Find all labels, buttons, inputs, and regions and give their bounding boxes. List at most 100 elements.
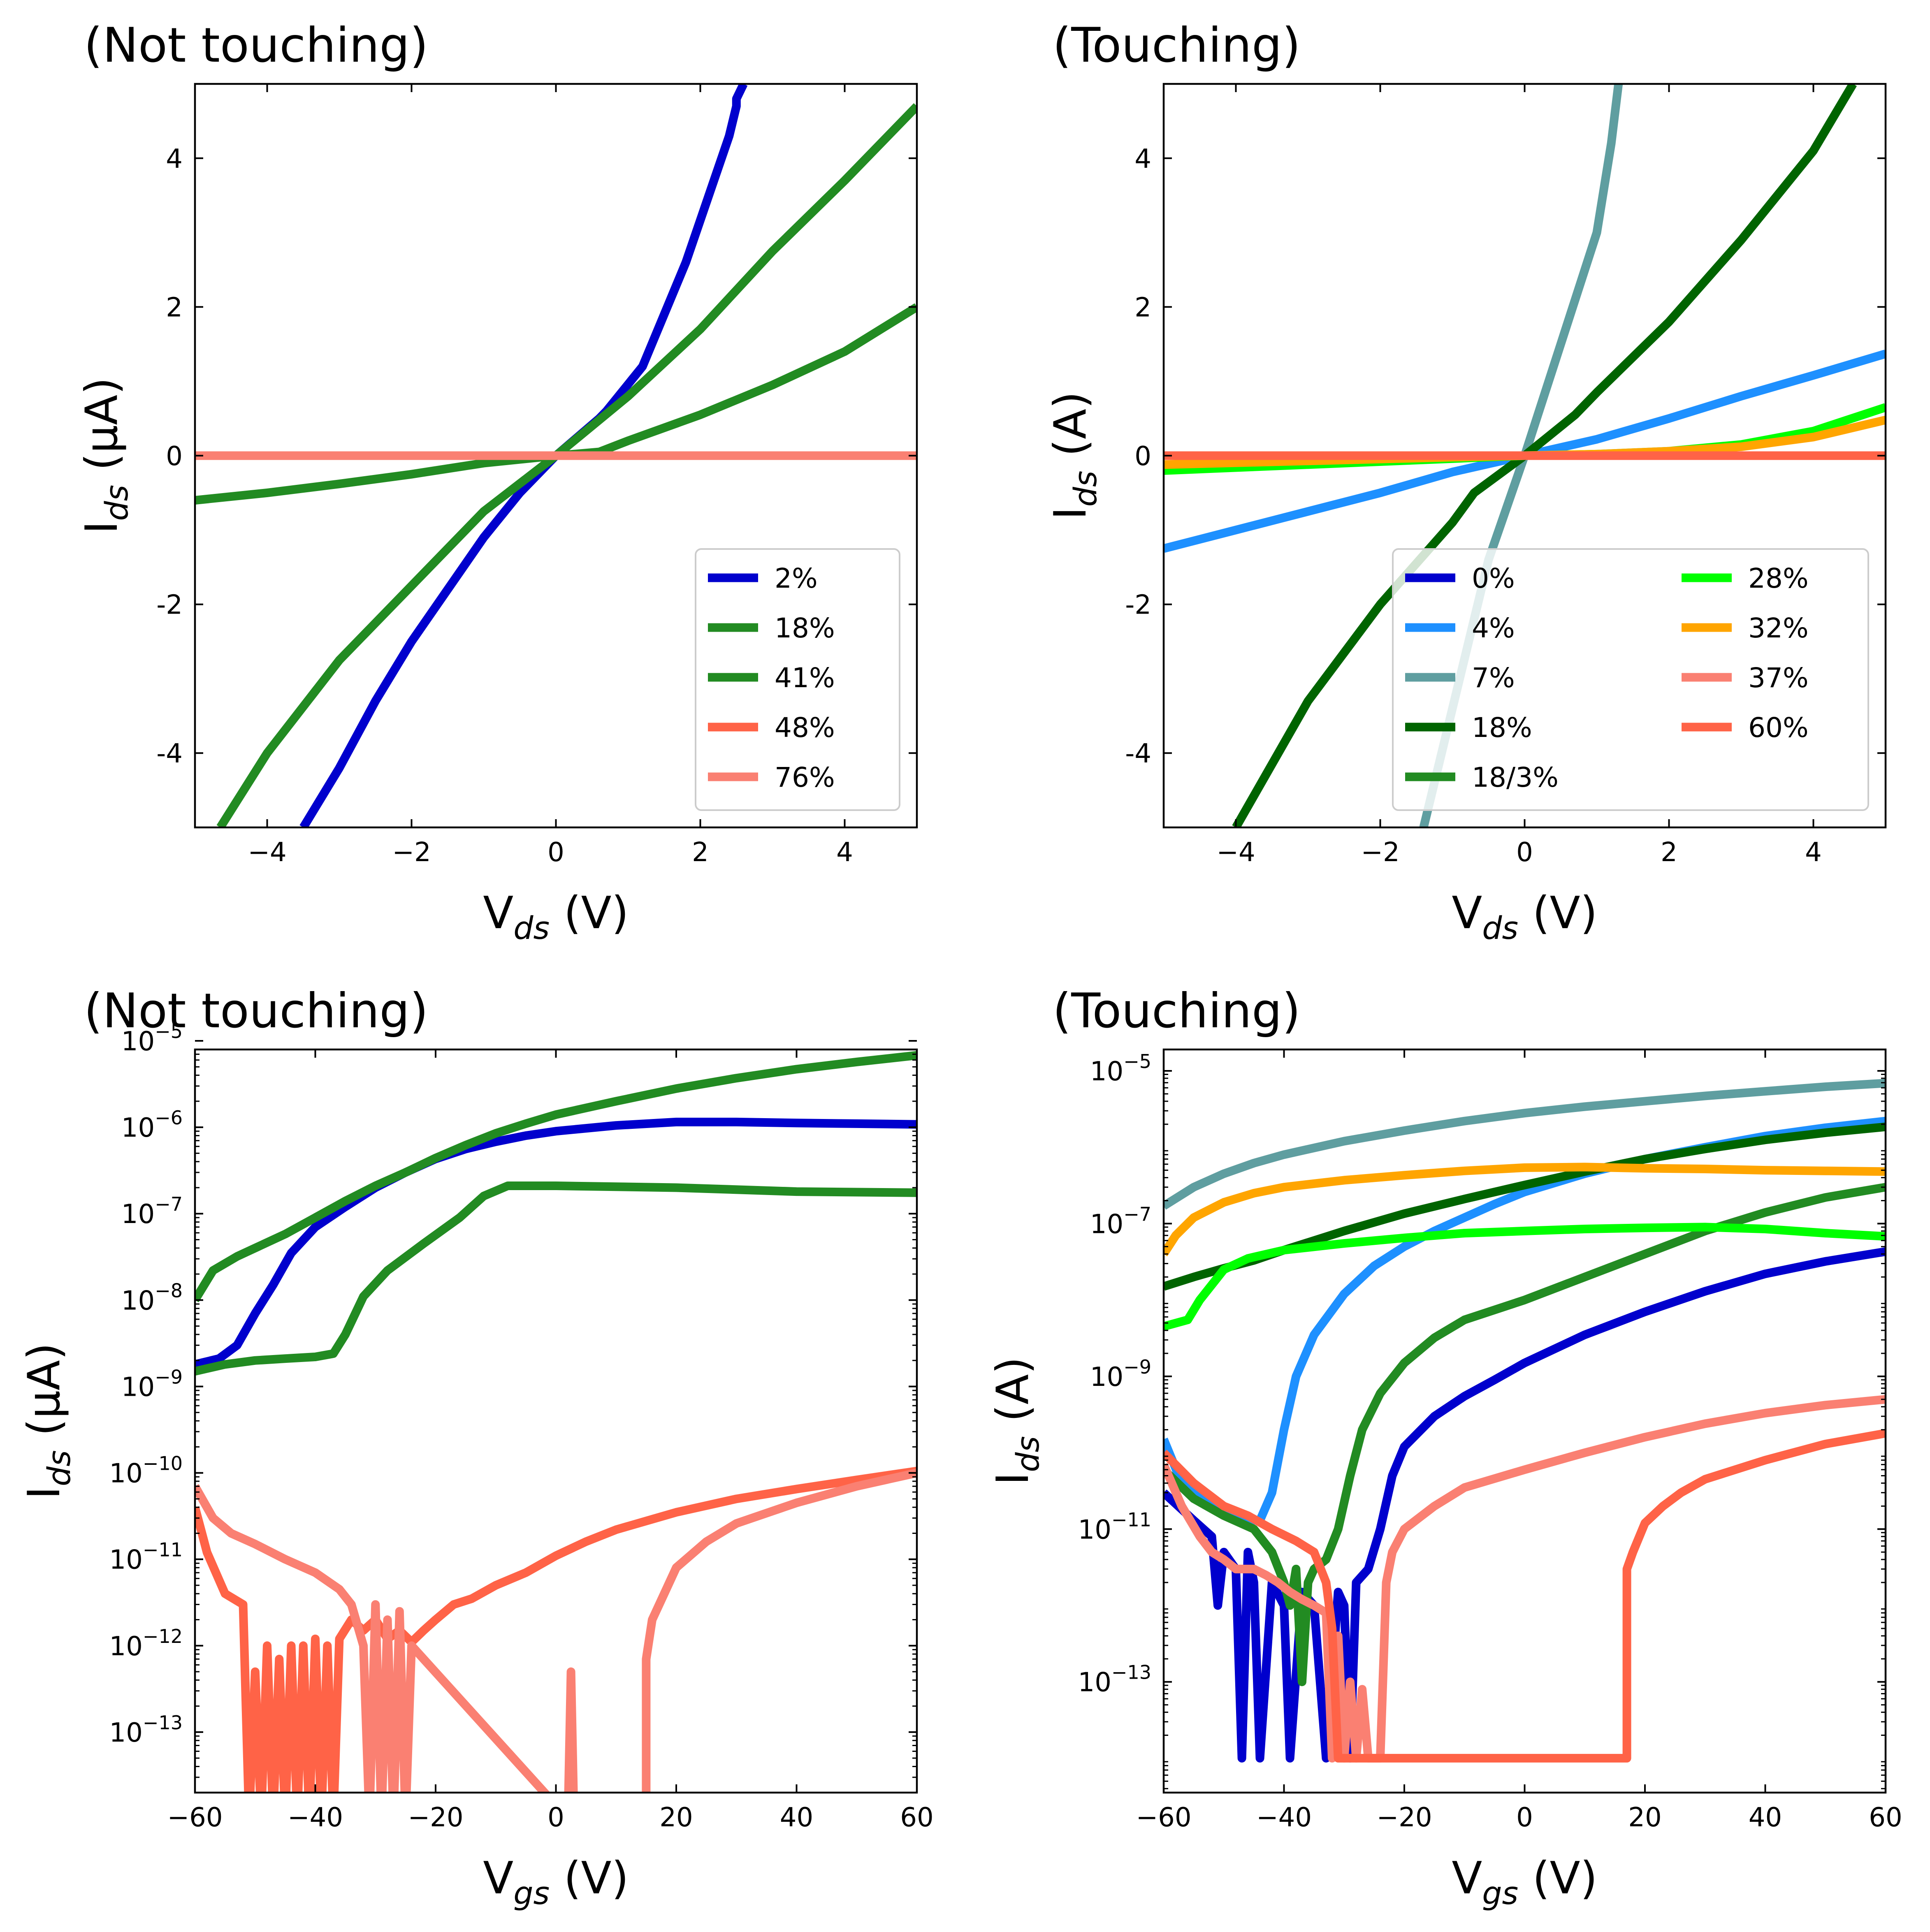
x-tick-label: −4 xyxy=(248,837,286,868)
panel-title: (Not touching) xyxy=(84,983,428,1039)
x-tick-label: 40 xyxy=(1749,1802,1782,1833)
series-group xyxy=(195,84,917,827)
y-tick-label: 4 xyxy=(1134,144,1151,174)
series-line-60- xyxy=(1164,1429,1886,1763)
legend-item: 18% xyxy=(708,612,835,644)
series-line-18-3- xyxy=(1164,1183,1886,1686)
legend-item: 76% xyxy=(708,762,835,793)
legend-label: 18% xyxy=(775,612,835,644)
y-tick-label: 10−13 xyxy=(109,1712,183,1748)
y-tick-label: 10−12 xyxy=(109,1625,183,1662)
series-line-18- xyxy=(195,1051,917,1302)
panel-title: (Not touching) xyxy=(84,18,428,73)
x-axis-label: Vgs (V) xyxy=(1452,1853,1597,1911)
x-tick-label: 4 xyxy=(836,837,853,868)
legend-item: 18/3% xyxy=(1405,762,1559,793)
x-tick-label: −40 xyxy=(288,1802,343,1833)
y-tick-label: 2 xyxy=(1134,292,1151,323)
legend: 0% 4% 7% 18% 18/3% 28% 32% 37% 60% xyxy=(1392,548,1869,811)
legend-label: 76% xyxy=(775,762,835,793)
legend-item: 60% xyxy=(1682,712,1809,744)
y-tick-label: 10−5 xyxy=(1090,1050,1151,1087)
x-tick-label: −20 xyxy=(1376,1802,1432,1833)
legend-label: 60% xyxy=(1748,712,1809,744)
x-tick-label: 2 xyxy=(1661,837,1677,868)
legend-label: 2% xyxy=(775,563,818,594)
panel-bottom-left: −60 −40 −20 0 20 40 60 10−13 10−12 10−11 10−10 10−9… xyxy=(19,983,934,1911)
y-axis-label: Ids (A) xyxy=(987,1357,1046,1485)
series-group xyxy=(1164,1079,1886,1763)
y-tick-label: 10−13 xyxy=(1078,1661,1151,1698)
panel-top-left: −4 −2 0 2 4 -4 -2 0 2 4 (Not touching) Vds (V) Ids (… xyxy=(76,18,918,946)
panel-bottom-right: −60 −40 −20 0 20 40 60 10−13 10−11 10−9 10−7 10−5 (T… xyxy=(987,983,1902,1911)
x-tick-label: 0 xyxy=(547,1802,564,1833)
series-line-18- xyxy=(1232,84,1857,827)
legend-item: 37% xyxy=(1682,662,1809,694)
legend-label: 48% xyxy=(775,712,835,744)
legend-box xyxy=(695,548,900,811)
series-line-0- xyxy=(1164,1247,1886,1763)
x-tick-label: 60 xyxy=(900,1802,933,1833)
panel-top-right: −4 −2 0 2 4 -4 -2 0 2 4 (Touching) Vds (V) Ids (A) 0%… xyxy=(1045,18,1887,946)
legend-label: 0% xyxy=(1472,563,1515,594)
legend-label: 4% xyxy=(1472,612,1515,644)
x-tick-label: −60 xyxy=(1136,1802,1191,1833)
y-tick-label: 0 xyxy=(166,441,183,472)
y-tick-label: 10−5 xyxy=(121,1020,183,1057)
y-tick-label: 10−8 xyxy=(121,1279,183,1316)
y-tick-label: 10−7 xyxy=(1090,1203,1151,1239)
legend-label: 18% xyxy=(1472,712,1532,744)
legend-box xyxy=(1392,548,1869,811)
x-tick-label: −60 xyxy=(167,1802,223,1833)
x-tick-label: 20 xyxy=(1628,1802,1661,1833)
x-axis-label: Vds (V) xyxy=(483,887,629,946)
x-tick-label: −40 xyxy=(1256,1802,1312,1833)
y-tick-label: 10−7 xyxy=(121,1193,183,1230)
x-tick-label: 0 xyxy=(547,837,564,868)
series-line-7- xyxy=(1164,1079,1886,1210)
series-line-32- xyxy=(1164,1163,1886,1257)
legend-label: 32% xyxy=(1748,612,1809,644)
panel-title: (Touching) xyxy=(1053,983,1301,1039)
y-tick-label: 10−11 xyxy=(1078,1508,1151,1545)
legend: 2% 18% 41% 48% 76% xyxy=(695,548,900,811)
y-tick-label: -2 xyxy=(156,590,183,621)
y-tick-label: 10−9 xyxy=(121,1366,183,1402)
x-tick-label: 2 xyxy=(692,837,709,868)
y-axis-label: Ids (μA) xyxy=(19,1343,77,1499)
x-tick-label: 0 xyxy=(1516,837,1533,868)
legend-label: 18/3% xyxy=(1472,762,1559,793)
legend-item: 48% xyxy=(708,712,835,744)
x-tick-label: −4 xyxy=(1216,837,1255,868)
panel-title: (Touching) xyxy=(1053,18,1301,73)
x-axis-label: Vds (V) xyxy=(1452,887,1597,946)
series-group xyxy=(1164,84,1886,827)
legend-item: 18% xyxy=(1405,712,1532,744)
y-tick-label: 2 xyxy=(166,292,183,323)
legend-label: 7% xyxy=(1472,662,1515,694)
series-line-41- xyxy=(195,1181,917,1376)
legend-item: 0% xyxy=(1405,563,1515,594)
y-tick-label: 10−9 xyxy=(1090,1356,1151,1392)
x-tick-label: −20 xyxy=(408,1802,463,1833)
y-axis-label: Ids (μA) xyxy=(76,378,135,534)
legend-label: 37% xyxy=(1748,662,1809,694)
x-tick-label: −2 xyxy=(1361,837,1399,868)
x-tick-label: −2 xyxy=(392,837,431,868)
series-line-28- xyxy=(1164,1223,1886,1331)
x-tick-label: 40 xyxy=(780,1802,813,1833)
legend-label: 41% xyxy=(775,662,835,694)
legend-item: 32% xyxy=(1682,612,1809,644)
legend-item: 7% xyxy=(1405,662,1515,694)
y-axis-label: Ids (A) xyxy=(1045,391,1104,520)
y-tick-label: -4 xyxy=(1125,739,1151,769)
series-line-37- xyxy=(1164,1395,1886,1763)
legend-item: 2% xyxy=(708,563,818,594)
x-axis-label: Vgs (V) xyxy=(483,1853,629,1911)
series-group xyxy=(195,1051,917,1793)
x-tick-label: 60 xyxy=(1869,1802,1902,1833)
y-tick-label: 4 xyxy=(166,144,183,174)
legend-label: 28% xyxy=(1748,563,1809,594)
x-tick-label: 4 xyxy=(1805,837,1822,868)
